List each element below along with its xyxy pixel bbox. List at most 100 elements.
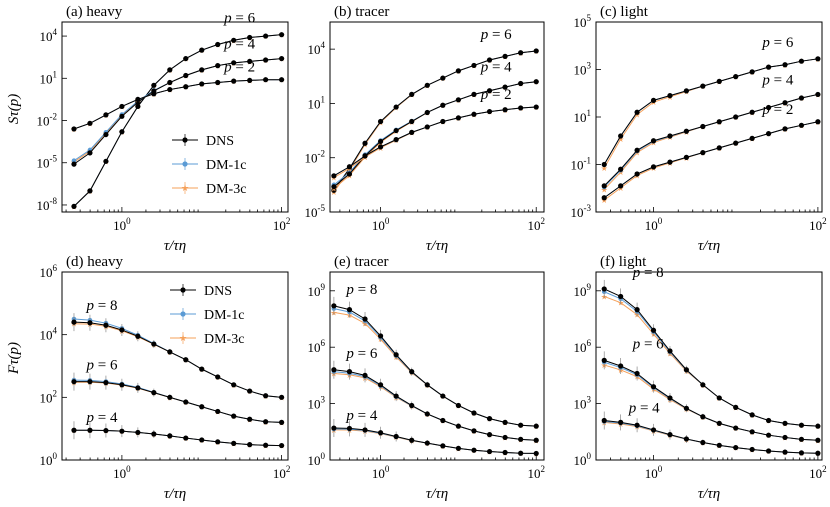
y-axis-label: Fτ(p) <box>6 342 22 375</box>
data-point-dns <box>618 419 624 425</box>
data-point-dns <box>103 322 109 328</box>
data-point-dns <box>424 109 430 116</box>
data-point-dns <box>471 447 477 453</box>
data-point-dns <box>167 67 173 73</box>
data-point-dns <box>667 395 673 401</box>
x-tick-label: 102 <box>809 216 827 233</box>
data-point-dns <box>215 41 221 48</box>
y-tick-label: 10-5 <box>37 154 58 171</box>
data-point-dns <box>749 446 755 453</box>
data-point-dns <box>377 138 384 145</box>
data-point-dns <box>650 164 657 170</box>
data-point-dm-1c <box>71 158 77 163</box>
data-point-dns <box>362 372 368 378</box>
data-point-dns <box>815 119 821 125</box>
p-label-6: p = 6 <box>85 358 117 374</box>
series-line-dns-p6 <box>73 34 282 207</box>
data-point-dns <box>749 412 755 418</box>
data-point-dns <box>409 437 415 443</box>
data-point-dns <box>279 55 285 62</box>
data-point-dns <box>119 113 125 119</box>
data-point-dns <box>231 382 237 388</box>
data-point-dns <box>167 86 173 93</box>
data-point-dns <box>346 425 353 432</box>
data-point-dns <box>749 429 755 435</box>
data-point-dns <box>765 448 772 454</box>
data-point-dns <box>247 442 253 448</box>
series-line-dns-p4 <box>603 93 818 187</box>
series-line-dm-1c-p2 <box>73 79 282 130</box>
data-point-dns <box>533 48 539 54</box>
data-point-dns <box>151 91 157 97</box>
data-point-dns <box>103 112 109 118</box>
data-point-dns <box>782 126 788 132</box>
data-point-dns <box>518 422 524 428</box>
y-tick-label: 10-5 <box>305 203 326 220</box>
data-point-dns <box>346 307 353 313</box>
plot-frame <box>61 21 289 213</box>
data-point-dns <box>667 348 673 354</box>
series-line-dns-p8 <box>604 288 818 427</box>
data-point-dns <box>215 439 221 445</box>
data-point-dns <box>393 393 399 399</box>
data-point-dns <box>231 78 237 84</box>
x-tick-label: 100 <box>645 464 663 481</box>
data-point-dns <box>362 427 368 433</box>
data-point-dns <box>71 126 77 132</box>
y-tick-label: 100 <box>40 451 58 468</box>
data-point-dns <box>409 129 415 135</box>
data-point-dns <box>87 120 93 126</box>
data-point-dns <box>346 171 353 177</box>
data-point-dns <box>618 133 624 139</box>
series-line-dm-3c-p2 <box>73 79 282 130</box>
data-point-dns <box>119 327 125 333</box>
y-tick-label: 10-2 <box>305 149 326 166</box>
data-point-dns <box>533 437 539 443</box>
data-point-dns <box>103 380 109 386</box>
p-label-8: p = 8 <box>345 282 377 298</box>
data-point-dns <box>455 97 461 103</box>
data-point-dns <box>183 72 189 79</box>
data-point-dns <box>798 450 805 456</box>
series-line-dns-p2 <box>333 106 537 177</box>
legend-label: DNS <box>206 134 234 149</box>
data-point-dns <box>533 450 539 457</box>
panel-title: (b) tracer <box>334 4 389 20</box>
data-point-dns <box>471 428 477 434</box>
panel-title: (f) light <box>600 254 647 270</box>
p-label-6: p = 6 <box>761 35 793 51</box>
data-point-dns <box>733 425 739 431</box>
data-point-dns <box>199 47 205 53</box>
data-point-dns <box>700 83 706 89</box>
data-point-dns <box>247 77 253 84</box>
y-tick-label: 104 <box>308 40 326 57</box>
data-point-dns <box>135 96 141 103</box>
y-tick-label: 103 <box>308 395 326 412</box>
data-point-dns <box>183 84 189 90</box>
data-point-dns <box>716 442 722 448</box>
data-point-dns <box>331 303 337 309</box>
data-point-dns <box>263 442 269 448</box>
data-point-dns <box>71 161 77 167</box>
data-point-dns <box>279 442 285 449</box>
data-point-dns <box>618 293 624 300</box>
data-point-dns <box>393 137 399 143</box>
data-point-dns <box>533 104 539 110</box>
data-point-dns <box>263 57 269 63</box>
data-point-dns <box>393 433 399 440</box>
data-point-dns <box>716 145 722 151</box>
y-tick-label: 105 <box>574 13 592 30</box>
y-tick-label: 100 <box>574 451 592 468</box>
data-point-dns <box>749 69 755 75</box>
p-label-4: p = 4 <box>85 410 117 426</box>
data-point-dns <box>683 405 690 411</box>
data-point-dns <box>247 388 253 394</box>
data-point-dns <box>440 443 446 449</box>
data-point-dns <box>409 91 415 97</box>
data-point-dns <box>231 37 237 43</box>
data-point-dns <box>518 450 524 456</box>
data-point-dns <box>393 352 399 358</box>
x-tick-label: 102 <box>273 216 291 233</box>
data-point-dns <box>346 164 353 170</box>
